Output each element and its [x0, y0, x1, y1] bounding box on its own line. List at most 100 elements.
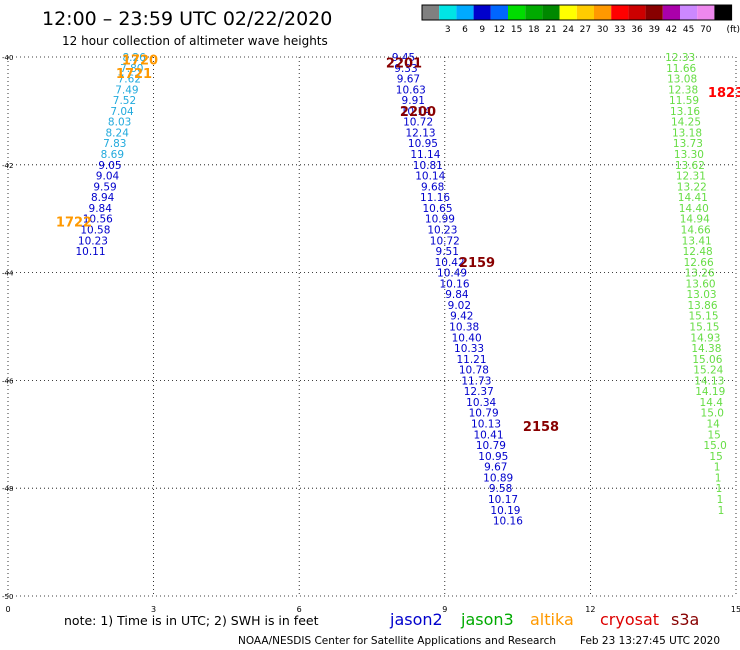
legend-label: 42: [666, 25, 677, 35]
data-point-label: 13.73: [673, 138, 703, 150]
data-point-label: 7.80: [120, 63, 143, 75]
data-point-label: 10.40: [452, 332, 482, 344]
data-point-label: 10.58: [80, 224, 110, 236]
data-point-label: 10.65: [422, 203, 452, 215]
data-point-label: 1: [718, 505, 725, 517]
data-point-label: 7.04: [110, 106, 134, 118]
legend-swatch: [645, 5, 663, 20]
data-point-label: 10.14: [401, 106, 431, 118]
data-point-label: 9.33: [394, 63, 417, 75]
data-point-label: 7.83: [103, 138, 126, 150]
data-point-label: 9.45: [392, 52, 415, 64]
data-point-label: 13.62: [675, 160, 705, 172]
data-point-label: 7.49: [115, 84, 138, 96]
pass-time-label: 2201: [386, 56, 422, 71]
x-tick-label: 3: [151, 605, 156, 614]
data-point-label: 1: [716, 483, 723, 495]
data-point-label: 10.16: [439, 278, 469, 290]
x-tick-label: 12: [585, 605, 595, 614]
data-point-label: 10.95: [408, 138, 438, 150]
data-point-label: 10.23: [427, 224, 457, 236]
data-point-label: 9.67: [484, 462, 507, 474]
y-tick-label: -46: [2, 377, 14, 385]
data-point-label: 13.26: [685, 268, 715, 280]
y-tick-label: -50: [2, 593, 13, 601]
legend-swatch: [525, 5, 543, 20]
data-point-label: 12.13: [406, 127, 436, 139]
data-point-label: 14.19: [695, 386, 725, 398]
data-point-label: 10.42: [435, 257, 465, 269]
data-point-label: 14.40: [679, 203, 709, 215]
legend-swatch: [422, 5, 440, 20]
data-point-label: 13.16: [670, 106, 700, 118]
footer-credit: NOAA/NESDIS Center for Satellite Applica…: [238, 635, 556, 647]
data-point-label: 10.72: [430, 235, 460, 247]
data-point-label: 14.13: [694, 375, 724, 387]
data-point-label: 15: [707, 429, 720, 441]
legend-swatch: [680, 5, 698, 20]
data-point-label: 15.0: [701, 408, 724, 420]
data-point-label: 8.94: [91, 192, 115, 204]
data-point-label: 14.41: [678, 192, 708, 204]
data-point-label: 11.16: [420, 192, 450, 204]
pass-time-label: 1823: [708, 86, 740, 101]
data-point-label: 15.0: [703, 440, 726, 452]
legend-frame: [421, 4, 733, 21]
legend-swatch: [662, 5, 680, 20]
data-point-label: 10.13: [471, 419, 501, 431]
pass-time-label: 2158: [523, 420, 559, 435]
legend-label: 3: [445, 25, 451, 35]
data-point-label: 13.03: [687, 289, 717, 301]
data-point-label: 9.67: [397, 74, 420, 86]
data-point-label: 10.14: [415, 171, 445, 183]
data-point-label: 12.37: [464, 386, 494, 398]
data-point-label: 10.11: [75, 246, 105, 258]
legend-label: 12: [494, 25, 505, 35]
legend-swatch: [456, 5, 474, 20]
legend-label: 18: [528, 25, 540, 35]
legend-swatch: [490, 5, 508, 20]
data-point-label: 8.26: [122, 52, 146, 64]
data-point-label: 1: [714, 462, 721, 474]
data-point-label: 9.84: [445, 289, 469, 301]
data-point-label: 13.18: [672, 127, 702, 139]
legend-swatch: [559, 5, 577, 20]
data-point-label: 7.62: [118, 74, 141, 86]
data-point-label: 8.03: [108, 117, 131, 129]
data-point-label: 10.79: [476, 440, 506, 452]
data-point-label: 10.95: [478, 451, 508, 463]
data-point-label: 1: [717, 494, 724, 506]
legend-label: 15: [511, 25, 522, 35]
data-point-label: 14.93: [690, 332, 720, 344]
data-point-label: 11.73: [461, 375, 491, 387]
data-point-label: 10.56: [83, 214, 113, 226]
data-point-label: 14.94: [680, 214, 710, 226]
satellite-name-altika: altika: [530, 610, 574, 629]
y-tick-label: -44: [2, 270, 14, 278]
satellite-name-jason3: jason3: [460, 610, 514, 629]
pass-time-label: 2200: [400, 105, 436, 120]
data-point-label: 11.14: [410, 149, 440, 161]
data-point-label: 13.41: [682, 235, 712, 247]
data-point-label: 10.16: [493, 516, 523, 528]
chart-subtitle: 12 hour collection of altimeter wave hei…: [62, 34, 328, 48]
data-point-label: 9.68: [421, 181, 444, 193]
legend-swatch: [473, 5, 491, 20]
y-tick-label: -40: [2, 54, 13, 62]
satellite-name-s3a: s3a: [671, 610, 699, 629]
pass-time-label: 1721: [116, 67, 152, 82]
data-point-label: 12.48: [683, 246, 713, 258]
data-point-label: 11.59: [669, 95, 699, 107]
data-point-label: 14.66: [681, 224, 711, 236]
pass-time-label: 2159: [459, 256, 495, 271]
chart-title: 12:00 – 23:59 UTC 02/22/2020: [42, 8, 332, 30]
data-point-label: 8.69: [101, 149, 124, 161]
data-point-label: 9.05: [98, 160, 121, 172]
x-tick-label: 0: [5, 605, 10, 614]
data-point-label: 9.84: [89, 203, 113, 215]
data-point-label: 10.34: [466, 397, 496, 409]
data-point-label: 13.30: [674, 149, 704, 161]
data-point-label: 9.51: [436, 246, 459, 258]
data-point-label: 9.58: [489, 483, 512, 495]
